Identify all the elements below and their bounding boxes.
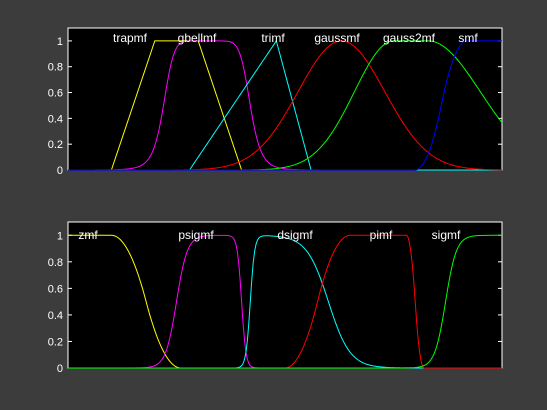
y-tick-label: 0.4 [48, 310, 63, 322]
y-tick-label: 0 [57, 165, 63, 177]
axes-top-plot-area [67, 27, 503, 171]
series-label-sigmf: sigmf [432, 228, 461, 242]
series-line-smf [68, 40, 502, 171]
axes-bottom-series [68, 234, 502, 369]
y-tick-label: 0.2 [48, 139, 63, 151]
y-tick-label: 0 [57, 363, 63, 375]
series-label-trimf: trimf [261, 31, 285, 45]
y-tick-label: 0.8 [48, 257, 63, 269]
axes-top-series [68, 39, 503, 171]
axes-top: 0 0.2 0.4 0.6 0.8 1 trapmf gbellmf trimf gaussmf… [48, 27, 503, 177]
series-label-dsigmf: dsigmf [277, 228, 313, 242]
series-label-gaussmf: gaussmf [314, 31, 360, 45]
series-label-gbellmf: gbellmf [178, 31, 217, 45]
axes-top-legend-labels: trapmf gbellmf trimf gaussmf gauss2mf smf [113, 31, 478, 45]
axes-bottom-plot-area [67, 221, 503, 369]
y-tick-label: 0.2 [48, 336, 63, 348]
series-label-psigmf: psigmf [178, 228, 214, 242]
axes-bottom: 0 0.2 0.4 0.6 0.8 1 zmf psigmf dsigmf pimf sigmf [48, 221, 503, 375]
y-tick-label: 0.8 [48, 62, 63, 74]
series-line-sigmf [68, 234, 502, 369]
axes-bottom-legend-labels: zmf psigmf dsigmf pimf sigmf [78, 228, 461, 242]
series-label-pimf: pimf [370, 228, 393, 242]
series-label-zmf: zmf [78, 228, 98, 242]
series-label-trapmf: trapmf [113, 31, 148, 45]
y-tick-label: 1 [57, 36, 63, 48]
y-tick-label: 0.6 [48, 283, 63, 295]
y-tick-label: 0.4 [48, 113, 63, 125]
y-tick-label: 1 [57, 230, 63, 242]
series-label-smf: smf [458, 31, 478, 45]
y-tick-label: 0.6 [48, 88, 63, 100]
series-label-gauss2mf: gauss2mf [383, 31, 436, 45]
axes-top-y-ticks: 0 0.2 0.4 0.6 0.8 1 [48, 36, 502, 177]
